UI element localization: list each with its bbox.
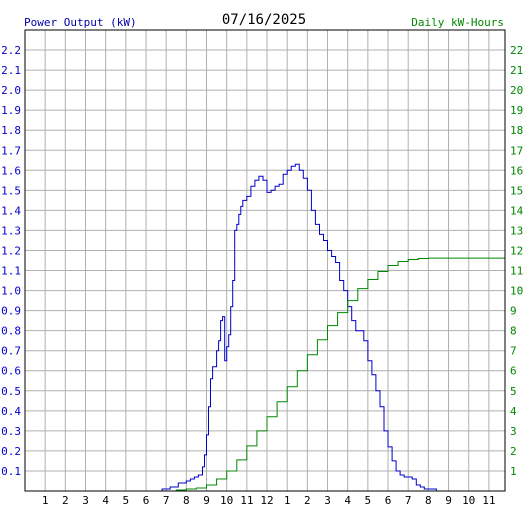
y2-tick-label: 6	[510, 365, 517, 378]
plot-frame	[24, 29, 506, 492]
x-tick-label: 3	[324, 494, 331, 507]
y-tick-label: 0.9	[1, 305, 21, 318]
y-tick-label: 1.3	[1, 224, 21, 237]
x-tick-label: 10	[220, 494, 233, 507]
y-tick-label: 0.4	[1, 405, 21, 418]
x-tick-label: 5	[365, 494, 372, 507]
y-tick-label: 1.4	[1, 204, 21, 217]
y2-tick-label: 17	[510, 144, 523, 157]
x-tick-label: 11	[240, 494, 253, 507]
y2-tick-label: 1	[510, 465, 517, 478]
y2-tick-label: 9	[510, 305, 517, 318]
x-tick-label: 1	[284, 494, 291, 507]
y2-tick-label: 13	[510, 224, 523, 237]
y-tick-label: 1.7	[1, 144, 21, 157]
y2-tick-label: 2	[510, 445, 517, 458]
y2-tick-label: 5	[510, 385, 517, 398]
x-tick-label: 6	[385, 494, 392, 507]
power-series-line	[154, 163, 459, 492]
y2-tick-label: 18	[510, 124, 523, 137]
y2-tick-label: 21	[510, 64, 523, 77]
y2-tick-label: 11	[510, 265, 523, 278]
y2-tick-label: 15	[510, 184, 523, 197]
y-tick-label: 1.2	[1, 244, 21, 257]
y-tick-label: 0.1	[1, 465, 21, 478]
y-tick-label: 1.9	[1, 104, 21, 117]
y2-tick-label: 16	[510, 164, 523, 177]
chart-title: 07/16/2025	[222, 12, 306, 28]
y2-tick-label: 7	[510, 345, 517, 358]
energy-series-line	[154, 257, 505, 492]
y-tick-label: 1.1	[1, 265, 21, 278]
y-tick-label: 1.6	[1, 164, 21, 177]
y-tick-label: 0.5	[1, 385, 21, 398]
y2-tick-label: 10	[510, 285, 523, 298]
y-tick-label: 1.5	[1, 184, 21, 197]
x-ticks: 1 2 3 4 5 6 7 8 9 10 11 12 1 2 3 4 5 6 7 8 9 10 11	[42, 494, 496, 507]
y-tick-label: 1.0	[1, 285, 21, 298]
x-tick-label: 1	[42, 494, 49, 507]
x-tick-label: 4	[102, 494, 109, 507]
y-tick-label: 2.1	[1, 64, 21, 77]
x-tick-label: 9	[203, 494, 210, 507]
y2-tick-label: 12	[510, 244, 523, 257]
x-tick-label: 6	[143, 494, 150, 507]
x-tick-label: 11	[482, 494, 495, 507]
y-tick-label: 2.2	[1, 44, 21, 57]
y-tick-label: 0.6	[1, 365, 21, 378]
y2-tick-label: 8	[510, 325, 517, 338]
x-tick-label: 10	[462, 494, 475, 507]
left-y-ticks: 0.1 0.2 0.3 0.4 0.5 0.6 0.7 0.8 0.9 1.0 1.1 1.2 1.3 1…	[1, 44, 21, 478]
y-tick-label: 2.0	[1, 84, 21, 97]
left-axis-label: Power Output (kW)	[24, 16, 137, 29]
y-tick-label: 0.2	[1, 445, 21, 458]
x-tick-label: 4	[344, 494, 351, 507]
y2-tick-label: 19	[510, 104, 523, 117]
x-tick-label: 5	[123, 494, 130, 507]
x-tick-label: 7	[163, 494, 170, 507]
chart-grid	[25, 30, 505, 491]
y-tick-label: 0.3	[1, 425, 21, 438]
x-tick-label: 7	[405, 494, 412, 507]
y-tick-label: 1.8	[1, 124, 21, 137]
y-tick-label: 0.8	[1, 325, 21, 338]
x-tick-label: 12	[260, 494, 273, 507]
x-tick-label: 2	[62, 494, 69, 507]
chart-series	[154, 163, 505, 492]
y-tick-label: 0.7	[1, 345, 21, 358]
x-tick-label: 3	[82, 494, 89, 507]
x-tick-label: 8	[425, 494, 432, 507]
y2-tick-label: 22	[510, 44, 523, 57]
y2-tick-label: 4	[510, 405, 517, 418]
y2-tick-label: 14	[510, 204, 524, 217]
x-tick-label: 8	[183, 494, 190, 507]
x-tick-label: 9	[445, 494, 452, 507]
x-tick-label: 2	[304, 494, 311, 507]
right-axis-label: Daily kW-Hours	[411, 16, 504, 29]
y2-tick-label: 3	[510, 425, 517, 438]
y2-tick-label: 20	[510, 84, 523, 97]
